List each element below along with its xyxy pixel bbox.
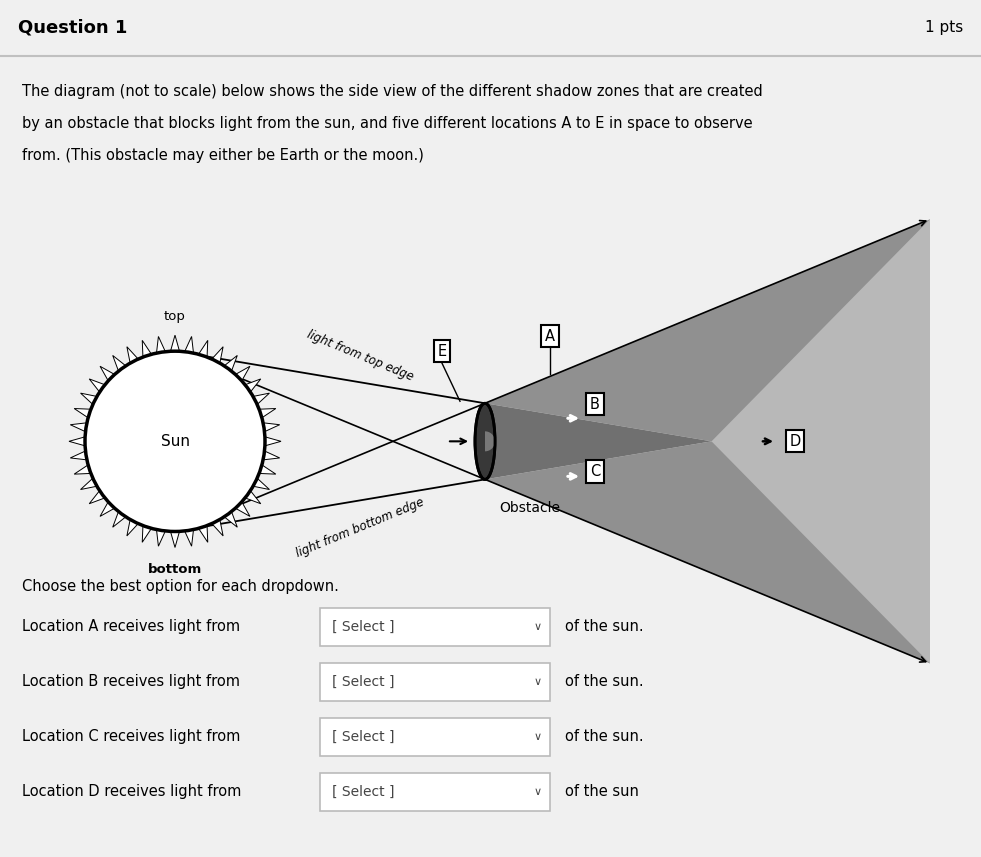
Polygon shape — [71, 451, 87, 460]
Text: top: top — [164, 310, 186, 323]
Text: B: B — [590, 397, 600, 411]
Polygon shape — [235, 502, 250, 517]
Text: Location A receives light from: Location A receives light from — [22, 619, 240, 634]
Text: ∨: ∨ — [534, 621, 542, 632]
Text: Sun: Sun — [161, 434, 189, 449]
Polygon shape — [157, 530, 166, 546]
Polygon shape — [711, 219, 930, 663]
Polygon shape — [259, 464, 276, 474]
Polygon shape — [485, 219, 930, 478]
Polygon shape — [89, 379, 105, 392]
Polygon shape — [198, 525, 208, 542]
Polygon shape — [127, 347, 138, 363]
Polygon shape — [259, 409, 276, 418]
Polygon shape — [485, 404, 711, 479]
Polygon shape — [71, 423, 87, 432]
Text: ∨: ∨ — [534, 732, 542, 742]
Text: A: A — [545, 328, 555, 344]
Polygon shape — [485, 405, 930, 663]
Polygon shape — [198, 340, 208, 357]
Polygon shape — [225, 512, 237, 527]
Text: E: E — [438, 344, 446, 359]
Polygon shape — [235, 366, 250, 381]
Polygon shape — [157, 337, 166, 353]
FancyBboxPatch shape — [320, 718, 550, 756]
Wedge shape — [485, 431, 495, 452]
Polygon shape — [142, 340, 151, 357]
Text: Obstacle: Obstacle — [499, 501, 560, 515]
Ellipse shape — [85, 351, 265, 531]
Polygon shape — [171, 531, 180, 548]
Text: [ Select ]: [ Select ] — [332, 674, 394, 689]
Text: light from bottom edge: light from bottom edge — [294, 495, 426, 560]
Polygon shape — [75, 409, 91, 418]
Text: light from top edge: light from top edge — [305, 327, 415, 383]
Polygon shape — [225, 356, 237, 371]
Polygon shape — [253, 478, 270, 489]
Text: Question 1: Question 1 — [18, 19, 127, 37]
Text: ∨: ∨ — [534, 677, 542, 686]
Text: Choose the best option for each dropdown.: Choose the best option for each dropdown… — [22, 578, 338, 594]
Text: ∨: ∨ — [534, 787, 542, 797]
Polygon shape — [89, 490, 105, 504]
Polygon shape — [142, 525, 151, 542]
Polygon shape — [75, 464, 91, 474]
Text: of the sun: of the sun — [565, 784, 639, 800]
FancyBboxPatch shape — [320, 773, 550, 811]
Text: by an obstacle that blocks light from the sun, and five different locations A to: by an obstacle that blocks light from th… — [22, 116, 752, 131]
Text: C: C — [590, 464, 600, 479]
Text: 1 pts: 1 pts — [925, 21, 963, 35]
Polygon shape — [263, 423, 280, 432]
Text: Location C receives light from: Location C receives light from — [22, 729, 240, 745]
Polygon shape — [69, 437, 85, 446]
Polygon shape — [212, 347, 223, 363]
Text: [ Select ]: [ Select ] — [332, 730, 394, 744]
Polygon shape — [263, 451, 280, 460]
Polygon shape — [171, 335, 180, 351]
Polygon shape — [245, 490, 261, 504]
Text: Location D receives light from: Location D receives light from — [22, 784, 241, 800]
Polygon shape — [80, 393, 97, 405]
Text: from. (This obstacle may either be Earth or the moon.): from. (This obstacle may either be Earth… — [22, 148, 424, 163]
Polygon shape — [265, 437, 281, 446]
Polygon shape — [253, 393, 270, 405]
Polygon shape — [184, 530, 193, 546]
Polygon shape — [184, 337, 193, 353]
FancyBboxPatch shape — [320, 662, 550, 701]
Text: of the sun.: of the sun. — [565, 674, 644, 689]
Text: bottom: bottom — [148, 562, 202, 576]
Polygon shape — [212, 519, 223, 536]
Polygon shape — [100, 502, 115, 517]
Polygon shape — [100, 366, 115, 381]
Text: [ Select ]: [ Select ] — [332, 620, 394, 633]
Text: of the sun.: of the sun. — [565, 619, 644, 634]
Text: [ Select ]: [ Select ] — [332, 785, 394, 799]
Text: Location B receives light from: Location B receives light from — [22, 674, 240, 689]
Ellipse shape — [475, 404, 495, 479]
Polygon shape — [80, 478, 97, 489]
Polygon shape — [113, 512, 126, 527]
Text: The diagram (not to scale) below shows the side view of the different shadow zon: The diagram (not to scale) below shows t… — [22, 84, 763, 99]
Polygon shape — [113, 356, 126, 371]
Polygon shape — [245, 379, 261, 392]
Text: D: D — [790, 434, 800, 449]
Text: of the sun.: of the sun. — [565, 729, 644, 745]
FancyBboxPatch shape — [320, 608, 550, 645]
Polygon shape — [127, 519, 138, 536]
